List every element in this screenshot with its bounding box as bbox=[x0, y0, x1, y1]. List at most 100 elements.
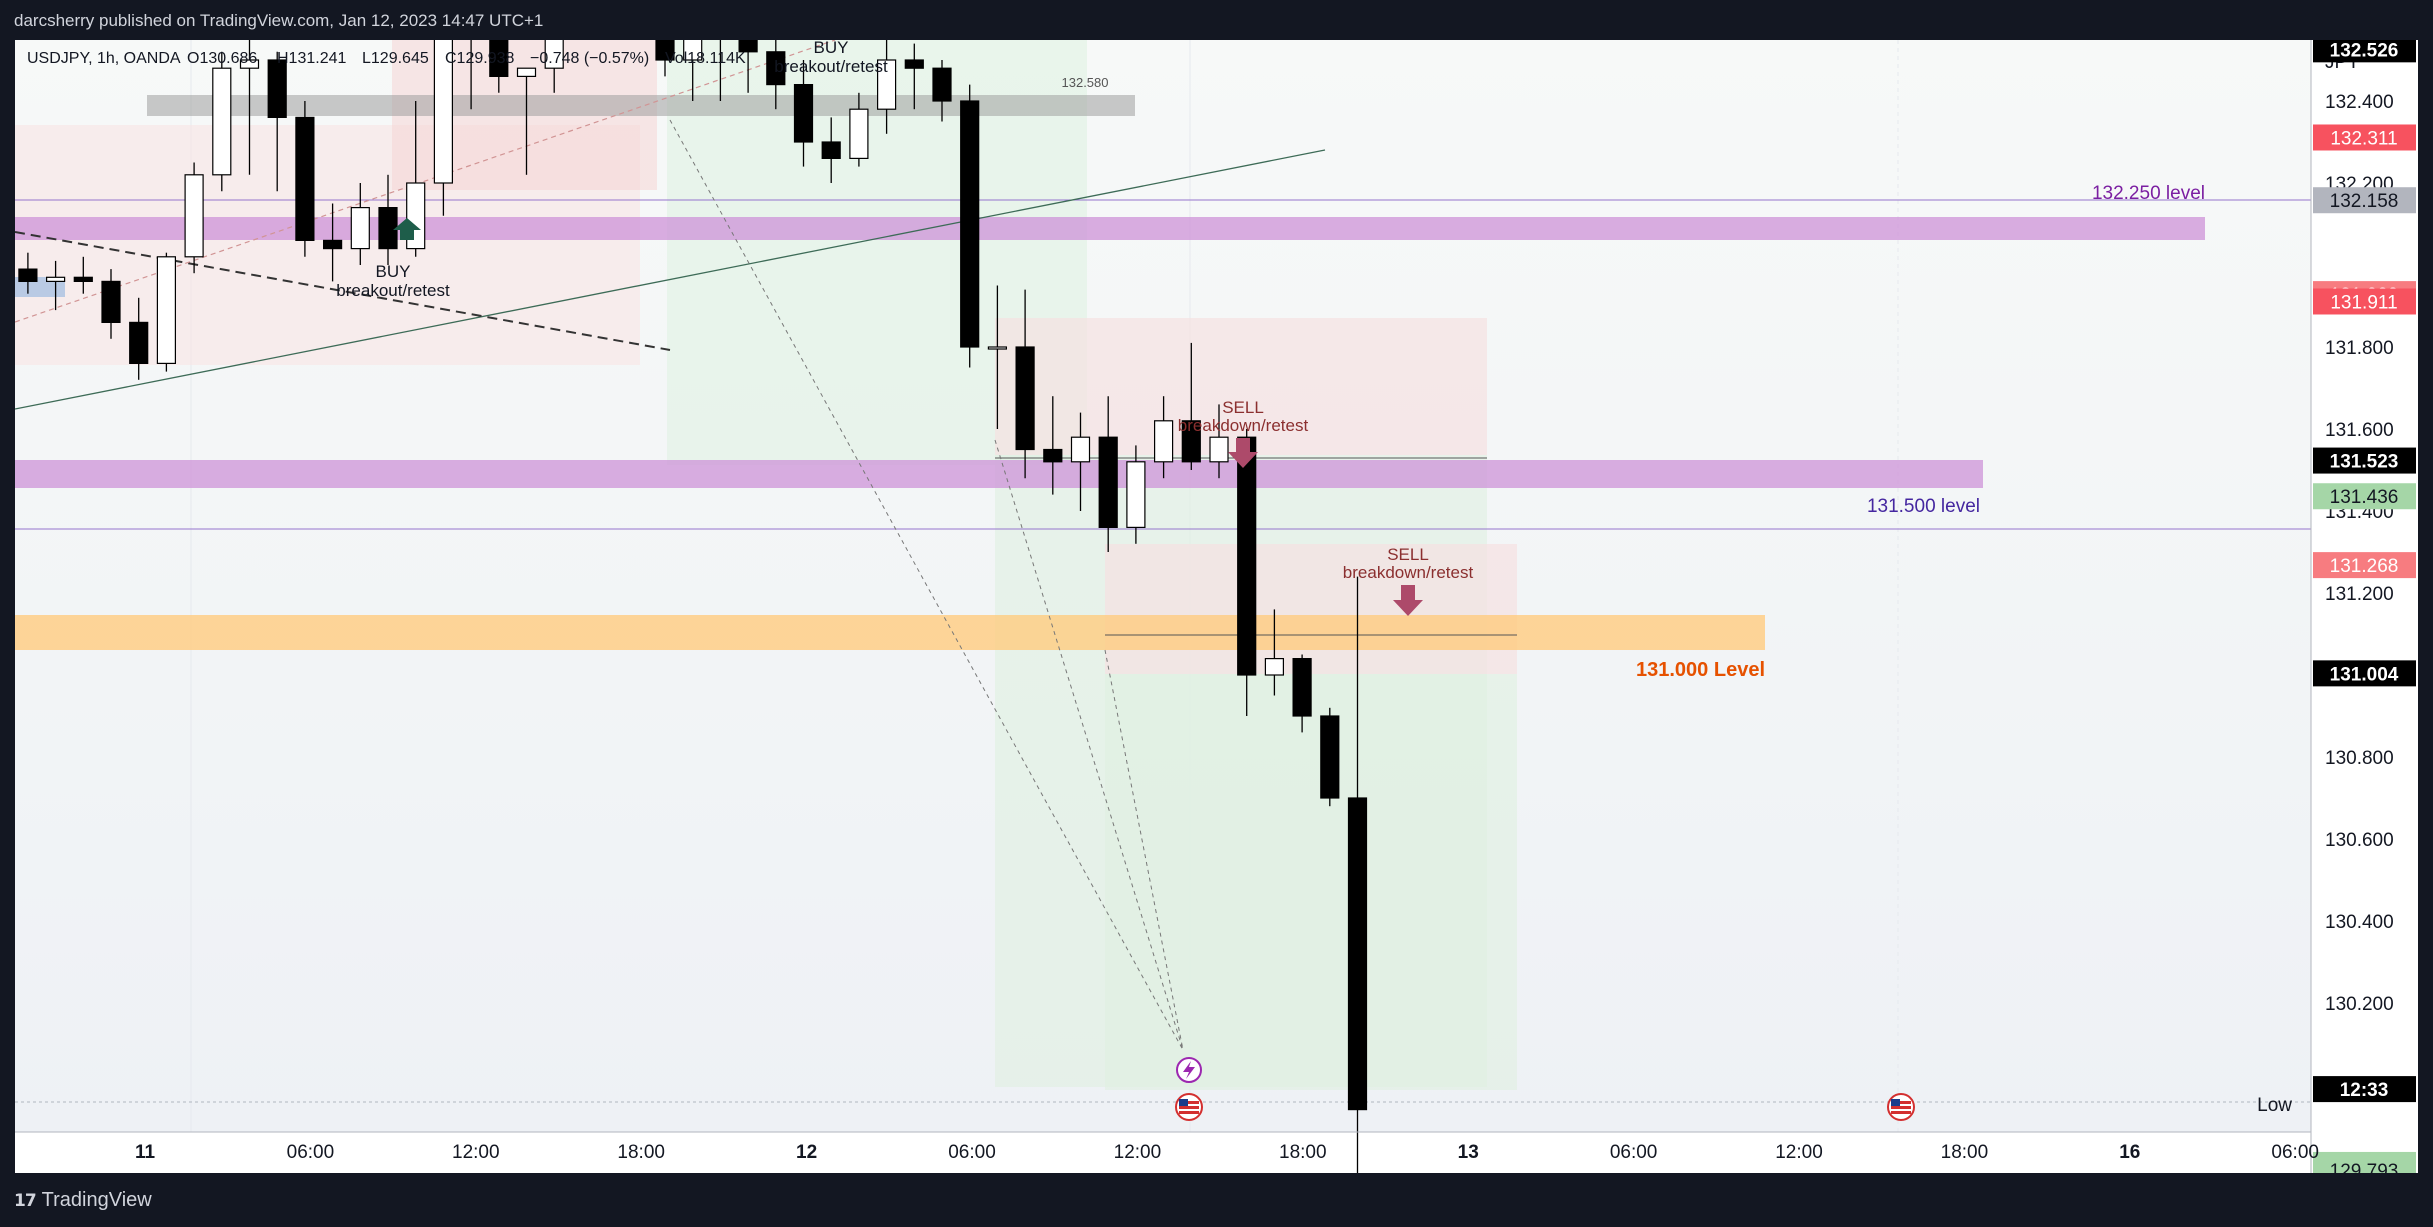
trendline-pink bbox=[15, 40, 836, 323]
bullish-candle bbox=[876, 40, 897, 134]
price-badge: 12:33 bbox=[2313, 1076, 2416, 1103]
purple-zone-131500 bbox=[15, 460, 1983, 488]
price-tick-label: 131.600 bbox=[2325, 420, 2394, 441]
sell-sub-label-1: breakdown/retest bbox=[1178, 416, 1309, 435]
price-badge: 131.523 bbox=[2313, 447, 2416, 474]
price-badge-label: 129.793 bbox=[2330, 1161, 2399, 1173]
time-tick-label: 12:00 bbox=[452, 1142, 500, 1163]
bullish-candle bbox=[1126, 445, 1146, 544]
buy-label-2: BUY bbox=[814, 40, 849, 57]
price-badge: 131.911 bbox=[2313, 288, 2416, 315]
bullish-candle bbox=[1209, 404, 1229, 479]
sell-annotation-1: SELL breakdown/retest bbox=[1178, 398, 1309, 468]
bearish-candle bbox=[1015, 289, 1035, 479]
time-tick-label: 06:00 bbox=[2271, 1142, 2319, 1163]
orange-zone-131000 bbox=[15, 615, 1765, 650]
bearish-candle bbox=[1292, 654, 1312, 733]
price-chart[interactable]: 132.580 131.500 level 132.250 level 131.… bbox=[15, 40, 2418, 1173]
bullish-candle bbox=[239, 40, 260, 175]
buy-annotation-2: BUY breakout/retest bbox=[774, 40, 888, 76]
time-tick-label: 18:00 bbox=[1941, 1142, 1989, 1163]
projection-line-3 bbox=[1104, 649, 1184, 1051]
publisher-bar: darcsherry published on TradingView.com,… bbox=[0, 0, 2433, 40]
bearish-candle bbox=[960, 84, 980, 368]
time-tick-label: 12:00 bbox=[1114, 1142, 1162, 1163]
legend-change: −0.748 (−0.57%) bbox=[530, 50, 649, 67]
bearish-candle bbox=[295, 101, 315, 257]
price-badge: 132.158 bbox=[2313, 187, 2416, 214]
time-tick-label: 18:00 bbox=[1279, 1142, 1327, 1163]
bullish-candle bbox=[544, 40, 564, 93]
purple-zone-132250 bbox=[15, 217, 2205, 240]
bearish-candle bbox=[932, 60, 952, 122]
time-tick-label: 06:00 bbox=[948, 1142, 996, 1163]
bearish-candle bbox=[323, 203, 343, 282]
bearish-candle bbox=[73, 256, 93, 294]
bearish-candle bbox=[738, 40, 758, 93]
trendline-up bbox=[15, 149, 1326, 410]
lightning-event-icon[interactable] bbox=[1176, 1057, 1202, 1083]
price-badge: 131.004 bbox=[2313, 660, 2416, 687]
bearish-candle bbox=[904, 43, 924, 110]
buy-sub-label-2: breakout/retest bbox=[774, 57, 888, 76]
price-badge-label: 132.526 bbox=[2330, 40, 2399, 61]
us-flag-event-icon-2[interactable] bbox=[1887, 1093, 1915, 1121]
bullish-candle bbox=[1264, 609, 1285, 696]
bearish-candle bbox=[821, 117, 841, 183]
buy-label-1: BUY bbox=[376, 262, 411, 281]
price-tick-label: 130.600 bbox=[2325, 830, 2394, 851]
bullish-candle bbox=[516, 67, 537, 175]
price-badge-label: 131.268 bbox=[2330, 556, 2399, 577]
price-badge-label: 132.311 bbox=[2330, 128, 2397, 149]
buy-sub-label-1: breakout/retest bbox=[336, 281, 450, 300]
bearish-candle bbox=[1098, 396, 1118, 552]
chart-area[interactable]: 132.580 131.500 level 132.250 level 131.… bbox=[15, 40, 2418, 1173]
legend-open: O130.686 bbox=[187, 50, 257, 67]
price-tick-label: 130.200 bbox=[2325, 994, 2394, 1015]
bearish-candle bbox=[129, 297, 149, 380]
price-tick-label: 131.800 bbox=[2325, 338, 2394, 359]
tradingview-logo-icon: 17 bbox=[14, 1190, 37, 1211]
bullish-candle bbox=[184, 162, 204, 274]
bullish-candle bbox=[987, 285, 1008, 429]
tradingview-logo[interactable]: 17 TradingView bbox=[14, 1189, 152, 1212]
bearish-candle bbox=[1347, 576, 1368, 1173]
resistance-box-label: 132.580 bbox=[1062, 75, 1109, 90]
buy-annotation-1: BUY breakout/retest bbox=[336, 218, 450, 300]
bearish-candle bbox=[1181, 342, 1201, 470]
price-badge-label: 131.523 bbox=[2330, 452, 2399, 473]
price-badge-label: 131.004 bbox=[2330, 664, 2399, 685]
legend-low: L129.645 bbox=[362, 50, 429, 67]
bullish-candle bbox=[683, 40, 703, 101]
price-badge: 129.793 bbox=[2313, 1156, 2416, 1173]
price-badges: 132.584132.526132.311132.158131.929131.9… bbox=[2313, 40, 2416, 1173]
bearish-candle bbox=[101, 269, 121, 339]
sell-label-1: SELL bbox=[1222, 398, 1264, 417]
price-badge: 132.526 bbox=[2313, 40, 2416, 63]
price-badge-label: 131.911 bbox=[2330, 292, 2397, 313]
time-tick-label: 06:00 bbox=[1610, 1142, 1658, 1163]
projection-line-1 bbox=[669, 119, 1184, 1051]
time-tick-label: 13 bbox=[1458, 1142, 1479, 1163]
tradingview-logo-text: TradingView bbox=[41, 1189, 152, 1211]
time-axis[interactable]: 11 06:00 12:00 18:00 12 06:00 12:00 18:00 13 06:0… bbox=[135, 1142, 2319, 1163]
price-badge-label: 131.436 bbox=[2330, 487, 2399, 508]
us-flag-event-icon[interactable] bbox=[1175, 1093, 1203, 1121]
time-tick-label: 06:00 bbox=[287, 1142, 335, 1163]
price-axis[interactable] bbox=[2311, 40, 2418, 1173]
time-tick-label: 12:00 bbox=[1775, 1142, 1823, 1163]
legend-high: H131.241 bbox=[277, 50, 346, 67]
bullish-candle bbox=[849, 92, 869, 167]
bearish-candle bbox=[655, 40, 675, 77]
bearish-candle bbox=[489, 40, 509, 93]
bearish-candle bbox=[766, 40, 786, 110]
level-label-132250: 132.250 level bbox=[2092, 183, 2205, 204]
legend-volume: Vol18.114K bbox=[665, 50, 746, 67]
legend-symbol: USDJPY, 1h, OANDA bbox=[27, 50, 181, 67]
sell-annotation-2: SELL breakdown/retest bbox=[1343, 545, 1473, 616]
price-tick-label: 130.400 bbox=[2325, 912, 2394, 933]
time-tick-label: 16 bbox=[2119, 1142, 2140, 1163]
bearish-candle bbox=[18, 252, 38, 294]
level-label-131500: 131.500 level bbox=[1867, 496, 1980, 517]
publisher-text: darcsherry published on TradingView.com,… bbox=[14, 11, 544, 30]
